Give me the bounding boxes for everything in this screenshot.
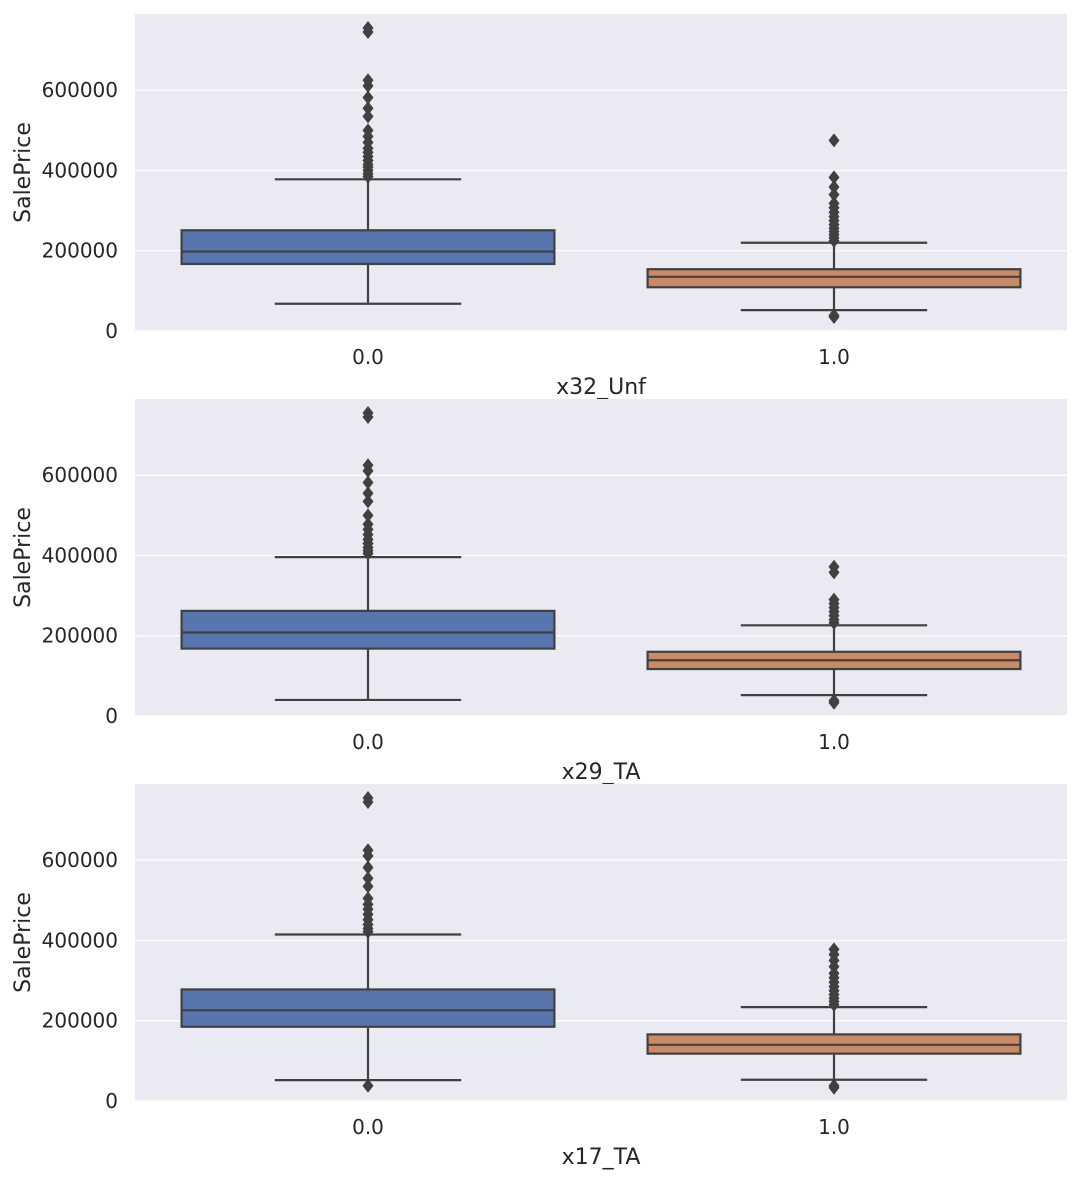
y-axis-label: SalePrice [11,122,36,223]
y-tick-label: 600000 [42,78,118,102]
chart-panel-3: 0 200000 400000 600000 0.0 1.0 x17_TA SalePrice [11,784,1067,1170]
x-tick-label: 1.0 [818,345,850,369]
box-1.0 [646,942,1022,1095]
outlier-point [828,1078,840,1093]
box-1.0 [646,559,1022,710]
outlier-point [362,90,374,105]
y-tick-label: 0 [105,1089,118,1113]
outlier-point [362,494,374,509]
y-axis-label: SalePrice [11,892,36,993]
outlier-point [362,871,374,886]
outlier-point [362,458,374,473]
outlier-point [362,891,374,906]
y-tick-label: 0 [105,319,118,343]
outlier-point [362,486,374,501]
outlier-point [362,101,374,116]
outlier-point [362,1078,374,1093]
x-axis-label: x29_TA [562,760,641,785]
outlier-point [828,187,840,202]
iqr-box [180,988,556,1028]
x-tick-label: 1.0 [818,730,850,754]
outlier-point [828,170,840,185]
y-tick-label: 600000 [42,848,118,872]
y-tick-label: 200000 [42,624,118,648]
y-tick-label: 600000 [42,463,118,487]
y-tick-label: 0 [105,704,118,728]
x-tick-label: 0.0 [352,730,384,754]
outlier-point [828,592,840,607]
outlier-point [362,517,374,532]
y-tick-label: 400000 [42,543,118,567]
outlier-point [828,308,840,323]
outlier-point [828,942,840,957]
outlier-point [828,133,840,148]
outlier-point [362,860,374,875]
chart-panel-1: 0 200000 400000 600000 0.0 1.0 x32_Unf SalePric… [11,14,1067,400]
x-tick-label: 0.0 [352,345,384,369]
chart-panel-2: 0 200000 400000 600000 0.0 1.0 x29_TA SalePrice [11,399,1067,785]
outlier-point [362,791,374,806]
outlier-point [828,559,840,574]
x-tick-label: 0.0 [352,1115,384,1139]
y-tick-label: 400000 [42,158,118,182]
box-0.0 [180,21,556,305]
outlier-point [362,879,374,894]
box-0.0 [180,791,556,1093]
outlier-point [362,406,374,421]
iqr-box [646,268,1022,289]
outlier-point [362,508,374,523]
outlier-point [362,73,374,88]
outlier-point [828,196,840,211]
iqr-box [180,229,556,266]
iqr-box [180,609,556,650]
y-tick-label: 200000 [42,1009,118,1033]
outlier-point [362,475,374,490]
outlier-point [362,21,374,36]
outlier-point [362,109,374,124]
y-tick-label: 200000 [42,239,118,263]
y-tick-label: 400000 [42,928,118,952]
outlier-point [362,843,374,858]
outlier-point [362,123,374,138]
x-axis-label: x17_TA [562,1145,641,1170]
y-axis-label: SalePrice [11,507,36,608]
outlier-point [828,179,840,194]
x-axis-label: x32_Unf [556,375,647,400]
box-1.0 [646,133,1022,324]
x-tick-label: 1.0 [818,1115,850,1139]
box-0.0 [180,406,556,702]
outlier-point [828,693,840,708]
